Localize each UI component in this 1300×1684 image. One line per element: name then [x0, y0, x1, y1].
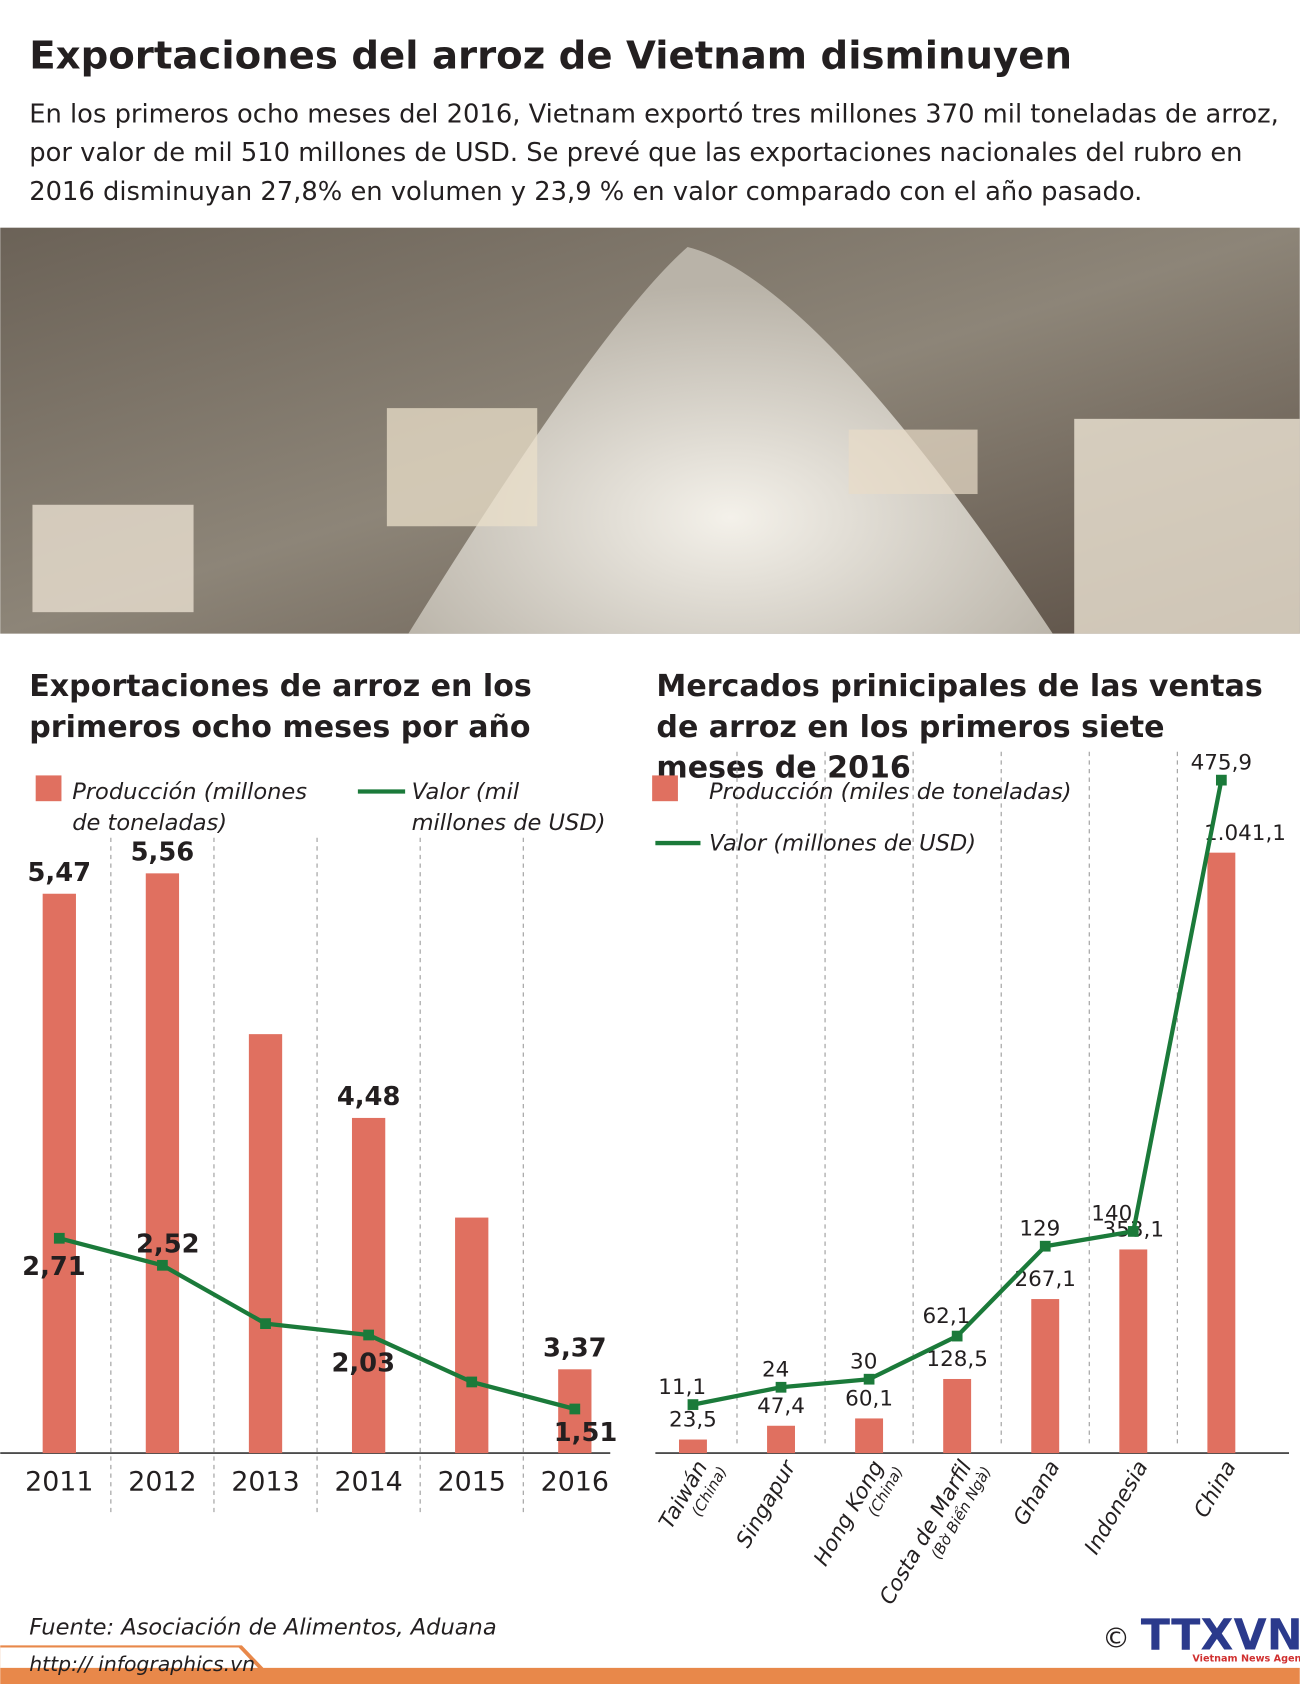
legend-label: Producción (miles de toneladas) [709, 779, 1072, 805]
line-marker [863, 1373, 875, 1385]
bar-label: 5,47 [28, 858, 92, 888]
legend-swatch [652, 775, 678, 802]
bar [455, 1217, 489, 1454]
text-line: Producción (miles de toneladas) [709, 779, 1072, 805]
line-label: 2,03 [331, 1349, 395, 1379]
text-line: meses de 2016 [656, 751, 910, 786]
line-marker [687, 1399, 699, 1410]
line-marker [775, 1381, 787, 1393]
intro-line: por valor de mil 510 millones de USD. Se… [29, 138, 1242, 168]
line-label: 24 [762, 1358, 789, 1383]
x-tick-label: 2014 [334, 1467, 402, 1498]
line-label: 2,52 [136, 1229, 200, 1259]
legend-label: Valor (millones de USD) [709, 831, 976, 857]
line-marker [363, 1329, 374, 1341]
copyright: © [1102, 1621, 1130, 1654]
chart-title: Exportaciones de arroz en los primeros o… [29, 669, 542, 745]
text-line: Exportaciones de arroz en los [29, 669, 542, 704]
line [58, 1236, 576, 1412]
agency: Vietnam News Agency [1192, 1653, 1300, 1664]
text-line: Mercados prinicipales de las ventas [656, 669, 1273, 704]
bar [855, 1418, 884, 1454]
intro-line: En los primeros ocho meses del 2016, Vie… [29, 99, 1279, 129]
x-tick-label: 2015 [438, 1467, 506, 1498]
x-tick-label: Singapur [732, 1455, 802, 1552]
bar [678, 1439, 707, 1454]
line-marker [951, 1330, 963, 1342]
text-line: primeros ocho meses por año [29, 710, 530, 745]
url: http:// infographics.vn [29, 1652, 255, 1676]
line-label: 2,71 [22, 1252, 86, 1282]
x-tick-label: 2011 [25, 1467, 93, 1498]
text-line: Producción (millones [72, 779, 314, 805]
text-line: de toneladas) [72, 810, 227, 836]
line-label: 475,9 [1191, 750, 1252, 775]
x-tick-label: 2012 [128, 1467, 196, 1498]
line-marker [1215, 774, 1227, 786]
line-marker [466, 1376, 478, 1388]
footer-tab [0, 1647, 258, 1668]
bar-label: 267,1 [1014, 1267, 1075, 1292]
line-label: 11,1 [658, 1375, 706, 1400]
intro-line: 2016 disminuyan 27,8% en volumen y 23,9 … [29, 177, 1142, 207]
line-marker [260, 1318, 271, 1329]
text-line: Valor (mil [412, 779, 527, 805]
bar-label: 4,48 [337, 1082, 401, 1112]
bar [1031, 1299, 1060, 1454]
bar [1119, 1249, 1148, 1454]
source: Fuente: Asociación de Alimentos, Aduana [29, 1615, 496, 1641]
title: Exportaciones del arroz de Vietnam dismi… [29, 34, 1072, 79]
text-line: Valor (millones de USD) [709, 831, 976, 857]
bar-label: 3,37 [543, 1333, 607, 1363]
line-label: 62,1 [923, 1304, 971, 1329]
line-marker [1127, 1226, 1139, 1237]
text-line: de arroz en los primeros siete [656, 710, 1175, 745]
bar-label: 5,56 [131, 837, 195, 867]
bar [767, 1425, 795, 1454]
bar [943, 1378, 972, 1454]
x-tick-label: 2013 [231, 1467, 299, 1498]
line-label: 30 [850, 1349, 877, 1374]
x-tick-label: 2016 [541, 1467, 609, 1498]
bar [351, 1117, 386, 1454]
legend-swatch [35, 775, 62, 802]
line-marker [157, 1259, 168, 1271]
x-tick-label: Indonesia [1080, 1456, 1154, 1558]
bar [145, 873, 180, 1454]
line-marker [569, 1403, 581, 1415]
line-label: 140 [1091, 1202, 1132, 1227]
bar [1207, 852, 1236, 1454]
x-tick-label: China [1189, 1456, 1241, 1522]
legend-label: Producción (millones de toneladas) [72, 779, 314, 836]
x-tick-label: Ghana [1009, 1456, 1066, 1529]
bar-label: 47,4 [757, 1394, 805, 1419]
bar [42, 893, 76, 1454]
photo [0, 227, 1300, 634]
chart-title: Mercados prinicipales de las ventas de a… [656, 669, 1273, 786]
bar-label: 60,1 [845, 1387, 893, 1412]
line-label: 1,51 [554, 1418, 618, 1448]
line-marker [53, 1232, 65, 1244]
logo: TTXVN [1141, 1611, 1300, 1661]
line-label: 129 [1019, 1216, 1060, 1241]
bar-label: 128,5 [926, 1347, 987, 1372]
footer-band [0, 1645, 1300, 1684]
text-line: millones de USD) [412, 810, 606, 836]
bar-label: 23,5 [669, 1408, 717, 1433]
legend-label: Valor (mil millones de USD) [412, 779, 606, 836]
bar-label: 1.041,1 [1204, 821, 1286, 846]
line-marker [1039, 1240, 1051, 1252]
bar [248, 1034, 283, 1454]
